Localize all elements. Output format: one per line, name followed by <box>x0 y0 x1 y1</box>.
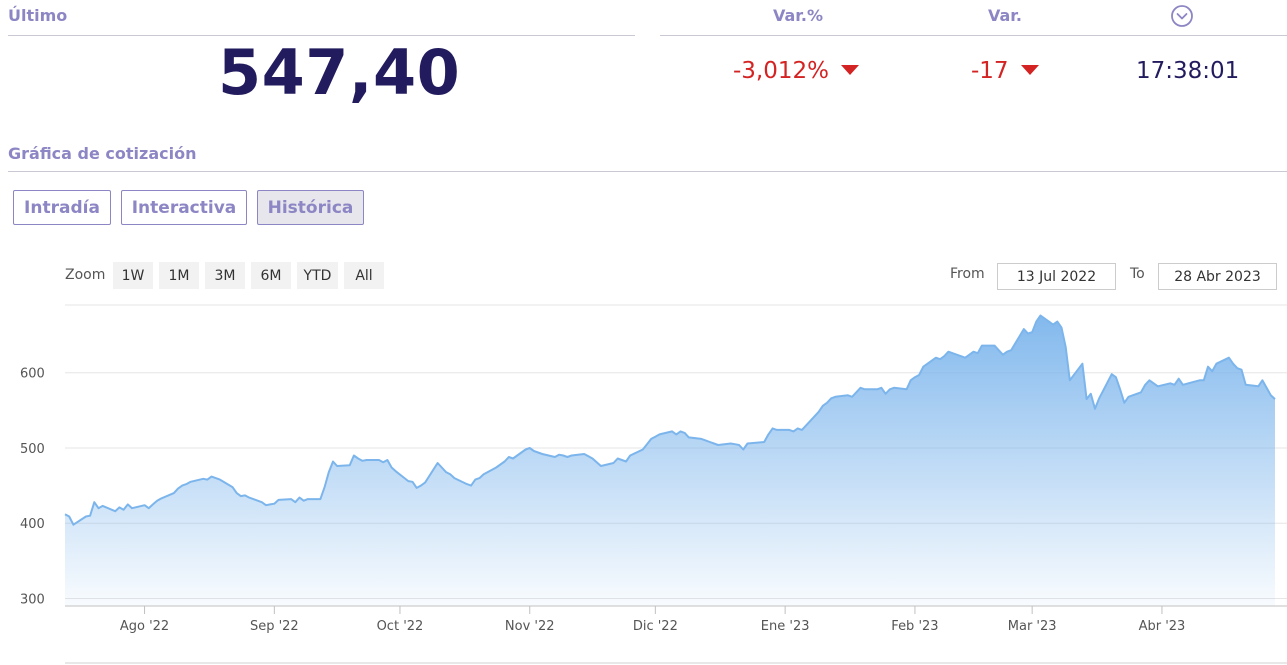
section-divider <box>8 171 1287 172</box>
var-label: Var. <box>988 6 1022 25</box>
zoom-6m-button[interactable]: 6M <box>251 262 291 289</box>
var-value: -17 <box>971 58 1039 84</box>
zoom-3m-button[interactable]: 3M <box>205 262 245 289</box>
y-tick-label: 600 <box>20 367 45 382</box>
x-tick-label: Nov '22 <box>505 619 555 634</box>
chevron-down-circle-icon[interactable] <box>1171 5 1193 27</box>
to-date-input[interactable]: 28 Abr 2023 <box>1158 263 1277 290</box>
y-tick-label: 400 <box>20 517 45 532</box>
price-history-chart[interactable]: 300 400 500 600 Ago '22 Sep '22 Oct '22 Nov '2… <box>0 295 1287 665</box>
from-label: From <box>950 266 985 282</box>
x-tick-label: Abr '23 <box>1139 619 1186 634</box>
x-tick-label: Dic '22 <box>633 619 678 634</box>
tab-intradia[interactable]: Intradía <box>13 190 111 225</box>
zoom-label: Zoom <box>65 267 106 283</box>
x-tick-label: Oct '22 <box>377 619 424 634</box>
to-label: To <box>1130 266 1145 282</box>
price-line[interactable] <box>64 314 1276 526</box>
price-area-fill <box>65 315 1275 606</box>
zoom-1m-button[interactable]: 1M <box>159 262 199 289</box>
var-text: -17 <box>971 58 1009 84</box>
last-price-value: 547,40 <box>218 36 461 109</box>
y-tick-label: 300 <box>20 592 45 607</box>
var-pct-text: -3,012% <box>733 58 829 84</box>
time-value: 17:38:01 <box>1136 58 1240 84</box>
last-label: Último <box>8 6 68 25</box>
x-tick-label: Ene '23 <box>761 619 810 634</box>
tab-interactiva[interactable]: Interactiva <box>121 190 247 225</box>
arrow-down-icon <box>1020 64 1039 75</box>
header-divider-right <box>660 35 1287 36</box>
var-pct-label: Var.% <box>773 6 824 25</box>
x-tick-label: Ago '22 <box>120 619 169 634</box>
zoom-ytd-button[interactable]: YTD <box>297 262 338 289</box>
y-tick-label: 500 <box>20 442 45 457</box>
arrow-down-icon <box>841 64 859 75</box>
zoom-1w-button[interactable]: 1W <box>113 262 153 289</box>
section-title: Gráfica de cotización <box>8 144 197 163</box>
zoom-all-button[interactable]: All <box>344 262 384 289</box>
x-tick-label: Mar '23 <box>1008 619 1057 634</box>
from-date-input[interactable]: 13 Jul 2022 <box>997 263 1116 290</box>
var-pct-value: -3,012% <box>733 58 859 84</box>
header-divider-left <box>8 35 635 36</box>
x-tick-label: Sep '22 <box>250 619 299 634</box>
tab-historica[interactable]: Histórica <box>257 190 364 225</box>
x-tick-label: Feb '23 <box>891 619 938 634</box>
